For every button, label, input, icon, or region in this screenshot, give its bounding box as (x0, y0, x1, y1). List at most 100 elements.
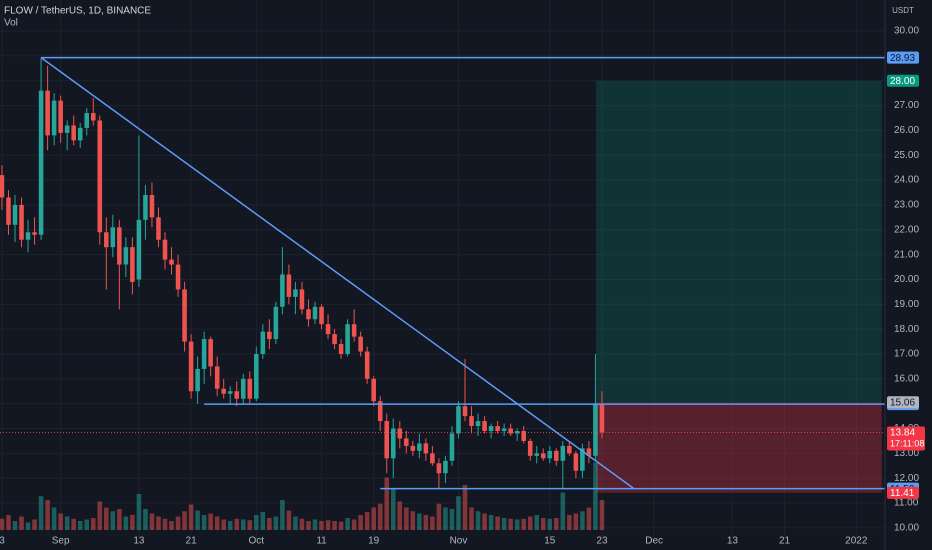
candle-body (436, 463, 442, 474)
volume-bar (475, 511, 481, 530)
y-tick-label: 20.00 (894, 274, 919, 285)
volume-bar (136, 494, 142, 530)
candle-body (560, 445, 566, 461)
volume-bar (104, 507, 109, 530)
volume-bar (586, 507, 592, 530)
candle-body (136, 219, 142, 280)
candle-body (540, 453, 546, 459)
candle-body (514, 431, 520, 434)
x-tick-label: 2022 (845, 536, 868, 547)
candle-body (345, 324, 350, 354)
volume-bar (267, 518, 272, 530)
x-tick-label: 13 (727, 536, 739, 547)
y-tick-label: 16.00 (894, 373, 919, 384)
volume-bar (45, 500, 50, 530)
candle-body (508, 428, 513, 434)
volume-bar (599, 500, 605, 530)
volume-bar (593, 462, 598, 530)
candle-body (573, 453, 579, 471)
candle-body (404, 438, 409, 446)
volume-bar (38, 496, 44, 530)
candle-body (110, 227, 116, 248)
candle-body (6, 197, 11, 225)
volume-bar (482, 513, 487, 530)
volume-bar (384, 477, 390, 530)
candle-body (501, 428, 507, 432)
candle-body (51, 100, 57, 136)
candle-body (260, 331, 266, 354)
volume-bar (580, 511, 585, 530)
volume-bar (12, 521, 18, 530)
volume-bar (240, 519, 246, 530)
candle-body (77, 127, 83, 141)
x-tick-label: Sep (52, 536, 70, 547)
volume-bar (456, 496, 461, 530)
volume-bar (260, 512, 266, 530)
candle-body (384, 421, 390, 459)
candle-body (71, 125, 76, 141)
candle-body (410, 445, 416, 451)
volume-bar (469, 507, 474, 530)
candle-body (358, 336, 363, 352)
x-tick-label: 23 (596, 536, 608, 547)
y-tick-label: 10.00 (894, 523, 919, 534)
candle-body (32, 232, 37, 235)
candle-body (430, 453, 435, 464)
last-price-box (887, 426, 925, 451)
candle-body (488, 426, 494, 432)
volume-bar (527, 516, 533, 530)
volume-bar (293, 516, 298, 530)
candle-body (286, 274, 292, 297)
candle-body (254, 353, 259, 399)
candle-body (221, 388, 226, 394)
candle-body (423, 443, 429, 454)
volume-bar (156, 516, 161, 530)
chart-title: FLOW / TetherUS, 1D, BINANCE (4, 6, 151, 17)
candle-body (443, 460, 448, 474)
volume-bar (521, 518, 526, 530)
candle-body (247, 378, 253, 399)
volume-bar (312, 519, 318, 530)
price-label-box (887, 51, 919, 64)
candle-body (149, 195, 155, 218)
volume-bar (573, 513, 579, 530)
volume-bar (149, 513, 155, 530)
volume-bar (495, 516, 500, 530)
candle-body (182, 289, 187, 342)
volume-bar (254, 515, 259, 530)
volume-bar (332, 521, 337, 530)
volume-bar (449, 509, 455, 530)
volume-bar (345, 518, 350, 530)
volume-bar (462, 485, 468, 530)
y-tick-label: 22.00 (894, 224, 919, 235)
candle-body (364, 351, 370, 379)
volume-bar (358, 515, 363, 530)
candle-body (377, 401, 383, 422)
candle-body (593, 403, 598, 456)
countdown: 17:11:08 (890, 438, 924, 448)
candle-body (312, 306, 318, 320)
candle-body (390, 428, 396, 459)
volume-bar (130, 515, 135, 530)
volume-bar (417, 513, 422, 530)
x-tick-label: 11 (316, 536, 327, 547)
price-label: 11.41 (890, 488, 915, 499)
volume-bar (423, 515, 429, 530)
price-label-box (887, 396, 919, 409)
volume-bar (338, 521, 344, 530)
volume-bar (97, 501, 103, 530)
candle-body (25, 232, 31, 240)
x-tick-label: 21 (779, 536, 791, 547)
volume-bar (547, 518, 553, 530)
candle-body (195, 368, 200, 392)
volume-bar (201, 515, 207, 530)
x-tick-label: Nov (450, 536, 468, 547)
volume-bar (397, 501, 403, 530)
candle-body (554, 450, 559, 461)
price-label-box (887, 74, 919, 87)
price-label: 28.00 (890, 76, 915, 87)
candle-body (208, 339, 213, 367)
candle-body (117, 227, 122, 265)
candle-body (169, 259, 174, 265)
